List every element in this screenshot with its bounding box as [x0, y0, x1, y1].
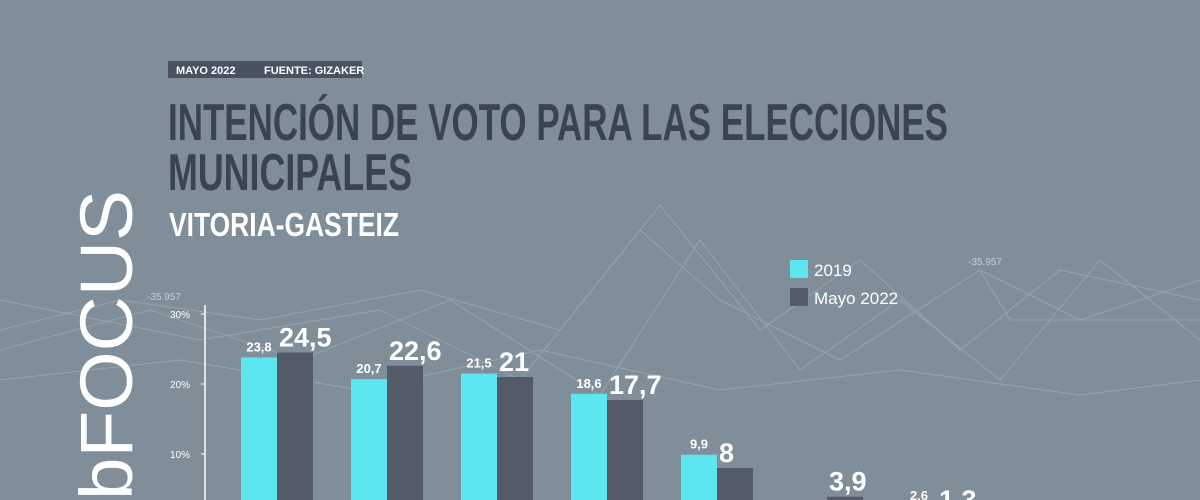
- decor-label: -35.957: [147, 292, 181, 303]
- legend-swatch: [790, 260, 808, 278]
- bar: [351, 379, 387, 500]
- bar: [607, 400, 643, 500]
- value-label: 18,6: [576, 376, 601, 391]
- bar: [681, 454, 717, 500]
- chart-title: MUNICIPALES: [168, 144, 412, 202]
- y-tick-label: 20%: [170, 380, 190, 391]
- y-tick-label: 30%: [170, 310, 190, 321]
- chart-title: INTENCIÓN DE VOTO PARA LAS ELECCIONES: [168, 94, 948, 152]
- bar: [241, 357, 277, 500]
- value-label: 2,6: [910, 488, 928, 500]
- decor-lines: [0, 204, 1200, 396]
- value-label: 1,3: [939, 485, 977, 500]
- value-label: 21,5: [466, 356, 491, 371]
- legend-label: Mayo 2022: [814, 289, 898, 308]
- value-label: 9,9: [690, 437, 708, 452]
- bar: [717, 468, 753, 500]
- value-label: 8: [719, 438, 734, 468]
- bar: [571, 393, 607, 500]
- tag: FUENTE: GIZAKER: [264, 65, 364, 77]
- value-label: 17,7: [609, 370, 662, 400]
- decor-label: -35.957: [968, 257, 1002, 268]
- value-label: 3,9: [829, 467, 867, 497]
- bar: [461, 373, 497, 500]
- bar: [827, 496, 863, 500]
- legend-swatch: [790, 288, 808, 306]
- value-label: 23,8: [246, 339, 271, 354]
- bar: [387, 365, 423, 500]
- bar: [497, 377, 533, 500]
- value-label: 22,6: [389, 336, 442, 366]
- logo: bFOCUS: [65, 190, 148, 500]
- value-label: 20,7: [356, 361, 381, 376]
- value-label: 24,5: [279, 323, 332, 353]
- chart-subtitle: VITORIA-GASTEIZ: [169, 206, 399, 243]
- y-tick-label: 10%: [170, 450, 190, 461]
- value-label: 21: [499, 347, 529, 377]
- tag: MAYO 2022: [176, 65, 236, 77]
- bar: [277, 352, 313, 500]
- legend-label: 2019: [814, 261, 852, 280]
- tag-box: [168, 61, 362, 78]
